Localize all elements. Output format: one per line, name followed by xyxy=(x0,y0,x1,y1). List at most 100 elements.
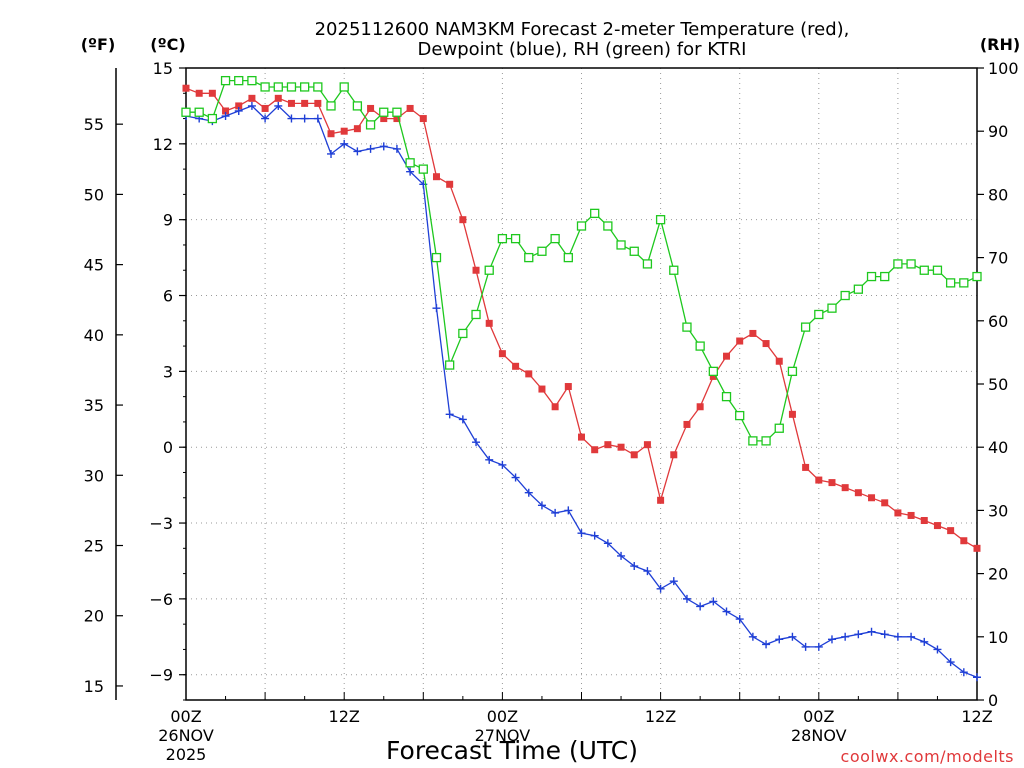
temperature-point xyxy=(960,537,968,545)
temperature-point xyxy=(564,383,572,391)
temperature-point xyxy=(525,370,533,378)
rh-point xyxy=(326,101,336,111)
dewpoint-point xyxy=(946,658,955,667)
temperature-point xyxy=(446,180,454,188)
temperature-point xyxy=(591,446,599,454)
dewpoint-point xyxy=(959,668,968,677)
rh-point xyxy=(273,82,283,92)
rh-point xyxy=(418,164,428,174)
x-tick-label: 27NOV xyxy=(475,726,531,745)
rh-point xyxy=(761,436,771,446)
dewpoint-point xyxy=(907,632,916,641)
rh-point xyxy=(642,259,653,269)
rh-point xyxy=(919,265,929,275)
dewpoint-point xyxy=(340,139,349,148)
chart-title-line-2: Dewpoint (blue), RH (green) for KTRI xyxy=(418,39,747,60)
rh-point xyxy=(827,303,837,313)
dewpoint-point xyxy=(696,602,705,611)
dewpoint-point xyxy=(221,112,230,121)
temperature-point xyxy=(472,266,480,274)
temperature-point xyxy=(498,350,506,358)
temperature-point xyxy=(907,511,915,519)
dewpoint-point xyxy=(630,562,639,571)
rh-point xyxy=(655,215,666,225)
dewpoint-point xyxy=(735,615,744,624)
dewpoint-point xyxy=(300,114,309,123)
rh-point xyxy=(814,309,824,320)
dewpoint-point xyxy=(406,167,415,176)
rh-tick-label: 0 xyxy=(988,691,998,710)
celsius-tick-label: −9 xyxy=(149,666,173,685)
temperature-point xyxy=(459,216,467,224)
dewpoint-point xyxy=(432,304,441,313)
temperature-point xyxy=(920,517,928,525)
temperature-point xyxy=(696,403,704,411)
rh-tick-label: 40 xyxy=(988,438,1008,457)
rh-point xyxy=(972,271,982,282)
rh-point xyxy=(207,113,218,124)
dewpoint-point xyxy=(669,577,678,586)
dewpoint-point xyxy=(762,640,771,649)
temperature-point xyxy=(854,489,862,497)
rh-point xyxy=(510,233,521,244)
celsius-unit-label: (ºC) xyxy=(150,35,185,54)
rh-point xyxy=(392,107,402,117)
dewpoint-point xyxy=(313,114,322,123)
rh-point xyxy=(629,246,639,256)
rh-point xyxy=(524,252,534,263)
rh-point xyxy=(866,271,877,282)
temperature-point xyxy=(749,329,757,337)
rh-point xyxy=(800,322,811,332)
celsius-tick-label: 15 xyxy=(153,59,173,78)
data-series xyxy=(181,75,982,682)
temperature-point xyxy=(248,94,256,102)
rh-point xyxy=(893,259,903,269)
rh-point xyxy=(497,233,508,244)
rh-point xyxy=(682,322,692,332)
temperature-point xyxy=(657,496,665,504)
dewpoint-point xyxy=(933,645,942,654)
temperature-point xyxy=(261,104,269,112)
rh-point xyxy=(550,233,560,244)
dewpoint-line xyxy=(185,104,978,678)
chart-title-line-1: 2025112600 NAM3KM Forecast 2-meter Tempe… xyxy=(315,19,850,40)
dewpoint-point xyxy=(234,106,243,115)
rh-point xyxy=(471,309,481,320)
temperature-point xyxy=(973,544,981,552)
dewpoint-point xyxy=(656,584,665,593)
dewpoint-point xyxy=(485,455,494,464)
dewpoint-point xyxy=(261,114,270,123)
x-tick-label: 00Z xyxy=(803,707,834,726)
rh-point xyxy=(880,271,890,282)
fahrenheit-tick-label: 55 xyxy=(84,115,104,134)
rh-point xyxy=(563,252,573,263)
rh-tick-label: 10 xyxy=(988,628,1008,647)
temperature-point xyxy=(617,443,625,451)
celsius-tick-label: 3 xyxy=(163,362,173,381)
dewpoint-point xyxy=(498,460,507,469)
temperature-point xyxy=(815,476,823,484)
fahrenheit-tick-label: 50 xyxy=(84,185,104,204)
temperature-point xyxy=(933,522,941,530)
grid-lines xyxy=(186,67,977,700)
fahrenheit-tick-label: 25 xyxy=(84,537,104,556)
dewpoint-point xyxy=(287,114,296,123)
temperature-point xyxy=(630,451,638,459)
dewpoint-point xyxy=(247,101,256,110)
temperature-point xyxy=(709,372,717,380)
dewpoint-point xyxy=(841,632,850,641)
temperature-point xyxy=(340,127,348,135)
celsius-tick-label: −3 xyxy=(149,514,173,533)
temperature-point xyxy=(287,99,295,107)
fahrenheit-tick-label: 45 xyxy=(84,256,104,275)
rh-tick-label: 70 xyxy=(988,249,1008,268)
axes xyxy=(115,67,984,701)
temperature-point xyxy=(683,420,691,428)
temperature-point xyxy=(367,104,375,112)
rh-point xyxy=(286,82,297,92)
x-axis-title: Forecast Time (UTC) xyxy=(386,736,638,765)
temperature-point xyxy=(947,527,955,535)
x-tick-label: 26NOV xyxy=(158,726,214,745)
tick-labels: 15129630−3−6−915202530354045505501020304… xyxy=(84,59,1019,764)
